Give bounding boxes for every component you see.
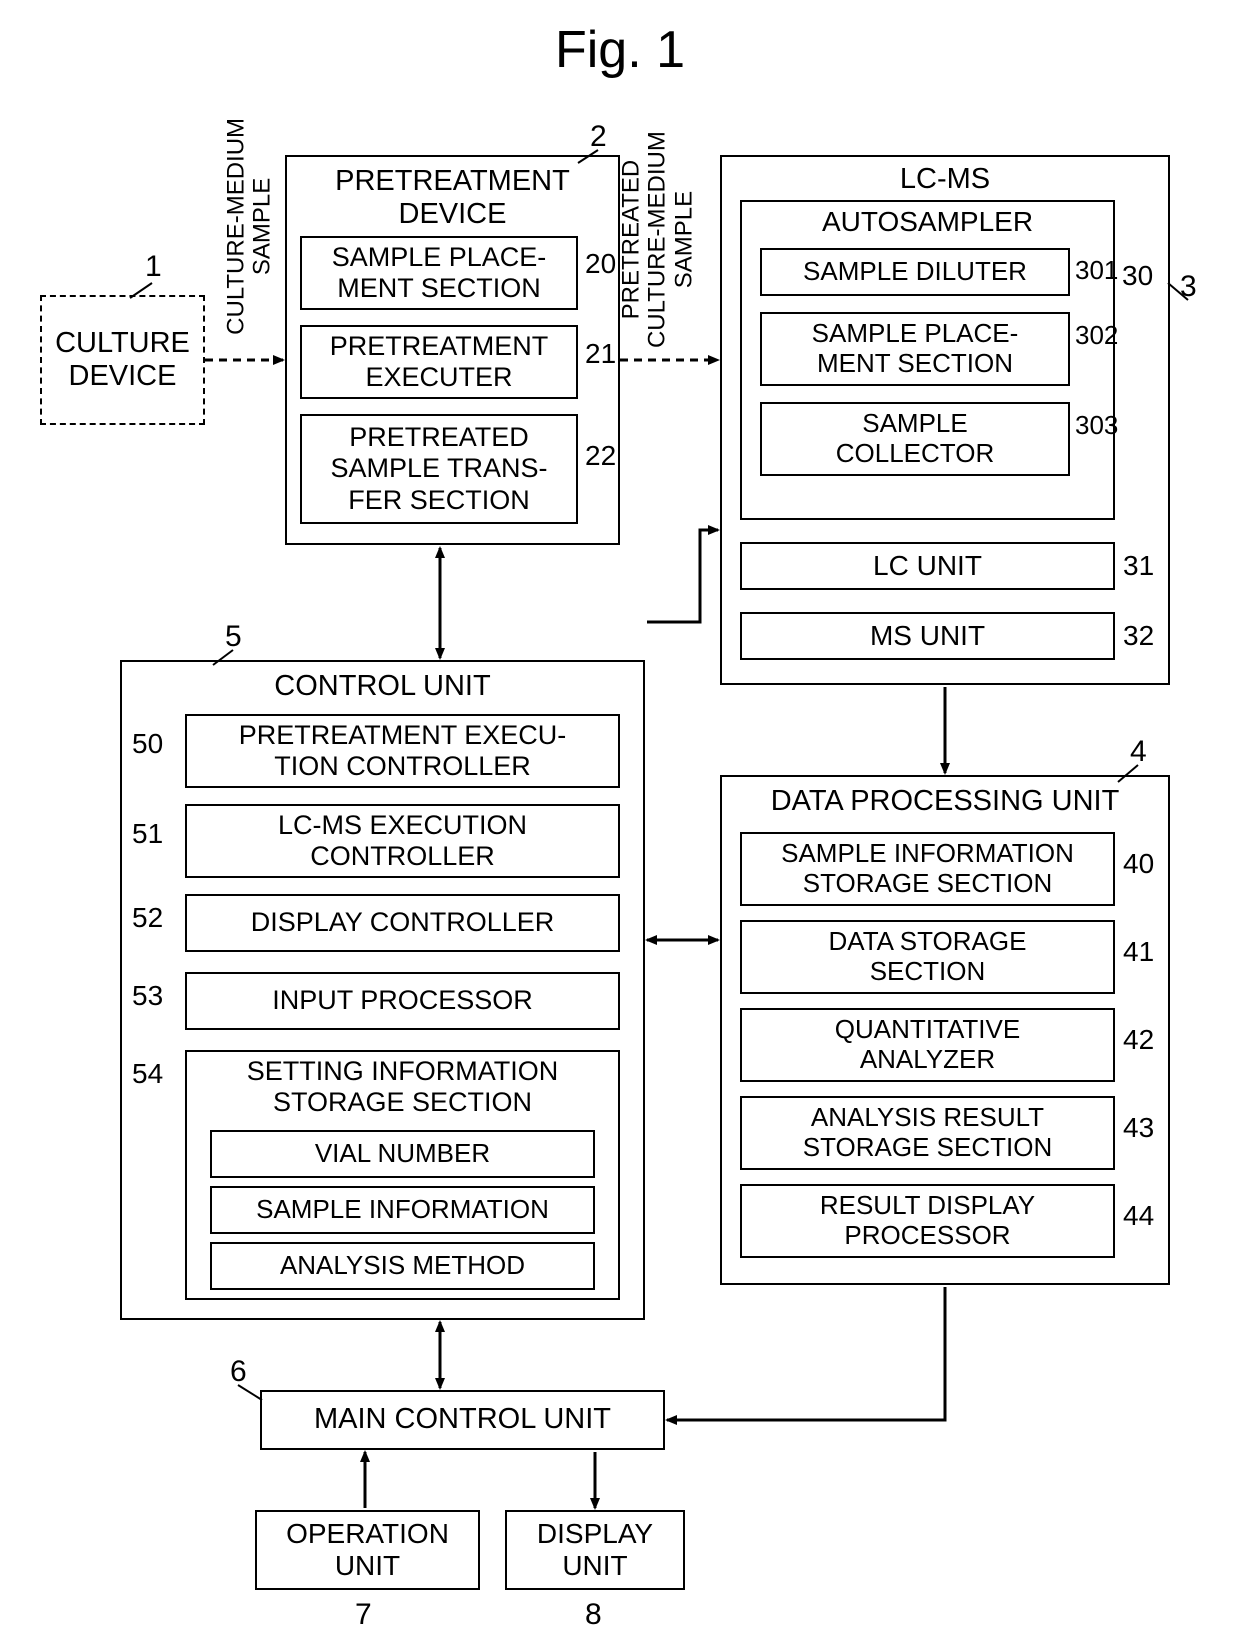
control-unit-ref: 5 [225, 620, 242, 654]
autosampler-item-2-ref: 303 [1075, 410, 1118, 441]
figure-title: Fig. 1 [440, 20, 800, 80]
setting-item-2: ANALYSIS METHOD [210, 1242, 595, 1290]
pretreatment-ref: 2 [590, 120, 607, 154]
dp-item-2: QUANTITATIVE ANALYZER [740, 1008, 1115, 1082]
setting-item-0-label: VIAL NUMBER [315, 1139, 490, 1169]
control-unit-title: CONTROL UNIT [274, 670, 490, 703]
setting-item-1: SAMPLE INFORMATION [210, 1186, 595, 1234]
lc-unit-box: LC UNIT [740, 542, 1115, 590]
dp-item-4-ref: 44 [1123, 1200, 1154, 1232]
autosampler-item-1-ref: 302 [1075, 320, 1118, 351]
display-unit-ref: 8 [585, 1598, 602, 1632]
pretreatment-item-0: SAMPLE PLACE- MENT SECTION [300, 236, 578, 310]
culture-device-ref: 1 [145, 250, 162, 284]
dp-item-4: RESULT DISPLAY PROCESSOR [740, 1184, 1115, 1258]
control-item-3: INPUT PROCESSOR [185, 972, 620, 1030]
control-item-2-ref: 52 [132, 902, 163, 934]
autosampler-item-1: SAMPLE PLACE- MENT SECTION [760, 312, 1070, 386]
setting-storage-title: SETTING INFORMATION STORAGE SECTION [247, 1056, 559, 1118]
autosampler-item-2: SAMPLE COLLECTOR [760, 402, 1070, 476]
pretreatment-device-title: PRETREATMENT DEVICE [335, 165, 570, 232]
autosampler-item-0-label: SAMPLE DILUTER [803, 257, 1027, 287]
operation-unit-label: OPERATION UNIT [286, 1518, 449, 1582]
control-item-3-label: INPUT PROCESSOR [272, 985, 533, 1016]
control-item-1: LC-MS EXECUTION CONTROLLER [185, 804, 620, 878]
control-item-0: PRETREATMENT EXECU- TION CONTROLLER [185, 714, 620, 788]
dp-item-1: DATA STORAGE SECTION [740, 920, 1115, 994]
dp-item-3: ANALYSIS RESULT STORAGE SECTION [740, 1096, 1115, 1170]
dp-item-0-ref: 40 [1123, 848, 1154, 880]
lcms-ref: 3 [1180, 270, 1197, 304]
main-control-box: MAIN CONTROL UNIT [260, 1390, 665, 1450]
diagram-canvas: Fig. 1 CULTURE DEVICE 1 CULTURE-MEDIUM S… [0, 0, 1240, 1643]
dp-item-1-label: DATA STORAGE SECTION [829, 927, 1027, 987]
dp-item-0-label: SAMPLE INFORMATION STORAGE SECTION [781, 839, 1074, 899]
culture-device-box: CULTURE DEVICE [40, 295, 205, 425]
autosampler-ref: 30 [1122, 260, 1153, 292]
display-unit-box: DISPLAY UNIT [505, 1510, 685, 1590]
pretreatment-item-2: PRETREATED SAMPLE TRANS- FER SECTION [300, 414, 578, 524]
setting-storage-ref: 54 [132, 1058, 163, 1090]
autosampler-item-2-label: SAMPLE COLLECTOR [836, 409, 994, 469]
control-item-0-label: PRETREATMENT EXECU- TION CONTROLLER [239, 720, 567, 782]
pretreatment-item-2-label: PRETREATED SAMPLE TRANS- FER SECTION [330, 422, 547, 515]
ms-unit-label: MS UNIT [870, 620, 985, 652]
setting-item-1-label: SAMPLE INFORMATION [256, 1195, 549, 1225]
control-item-2-label: DISPLAY CONTROLLER [251, 907, 555, 938]
dp-item-2-label: QUANTITATIVE ANALYZER [835, 1015, 1020, 1075]
display-unit-label: DISPLAY UNIT [537, 1518, 653, 1582]
ms-unit-box: MS UNIT [740, 612, 1115, 660]
pretreatment-item-0-ref: 20 [585, 248, 616, 280]
pretreatment-item-1-label: PRETREATMENT EXECUTER [330, 331, 549, 393]
operation-unit-ref: 7 [355, 1598, 372, 1632]
dp-item-3-ref: 43 [1123, 1112, 1154, 1144]
flow-label-1: CULTURE-MEDIUM SAMPLE [224, 106, 277, 346]
setting-item-0: VIAL NUMBER [210, 1130, 595, 1178]
pretreatment-item-1-ref: 21 [585, 338, 616, 370]
lc-unit-label: LC UNIT [873, 550, 982, 582]
dp-item-4-label: RESULT DISPLAY PROCESSOR [820, 1191, 1035, 1251]
lc-unit-ref: 31 [1123, 550, 1154, 582]
dp-item-3-label: ANALYSIS RESULT STORAGE SECTION [803, 1103, 1052, 1163]
flow-label-2: PRETREATED CULTURE-MEDIUM SAMPLE [618, 110, 697, 370]
control-item-3-ref: 53 [132, 980, 163, 1012]
pretreatment-item-2-ref: 22 [585, 440, 616, 472]
lcms-title: LC-MS [900, 163, 990, 196]
autosampler-title: AUTOSAMPLER [822, 206, 1033, 238]
control-item-1-label: LC-MS EXECUTION CONTROLLER [278, 810, 527, 872]
data-processing-ref: 4 [1130, 735, 1147, 769]
main-control-label: MAIN CONTROL UNIT [314, 1403, 611, 1436]
data-processing-title: DATA PROCESSING UNIT [771, 785, 1120, 818]
dp-item-0: SAMPLE INFORMATION STORAGE SECTION [740, 832, 1115, 906]
pretreatment-item-1: PRETREATMENT EXECUTER [300, 325, 578, 399]
control-item-2: DISPLAY CONTROLLER [185, 894, 620, 952]
control-item-1-ref: 51 [132, 818, 163, 850]
autosampler-item-1-label: SAMPLE PLACE- MENT SECTION [812, 319, 1019, 379]
autosampler-item-0: SAMPLE DILUTER [760, 248, 1070, 296]
dp-item-2-ref: 42 [1123, 1024, 1154, 1056]
autosampler-item-0-ref: 301 [1075, 255, 1118, 286]
operation-unit-box: OPERATION UNIT [255, 1510, 480, 1590]
ms-unit-ref: 32 [1123, 620, 1154, 652]
setting-item-2-label: ANALYSIS METHOD [280, 1251, 525, 1281]
pretreatment-item-0-label: SAMPLE PLACE- MENT SECTION [332, 242, 547, 304]
control-item-0-ref: 50 [132, 728, 163, 760]
main-control-ref: 6 [230, 1355, 247, 1389]
culture-device-label: CULTURE DEVICE [55, 327, 190, 394]
dp-item-1-ref: 41 [1123, 936, 1154, 968]
